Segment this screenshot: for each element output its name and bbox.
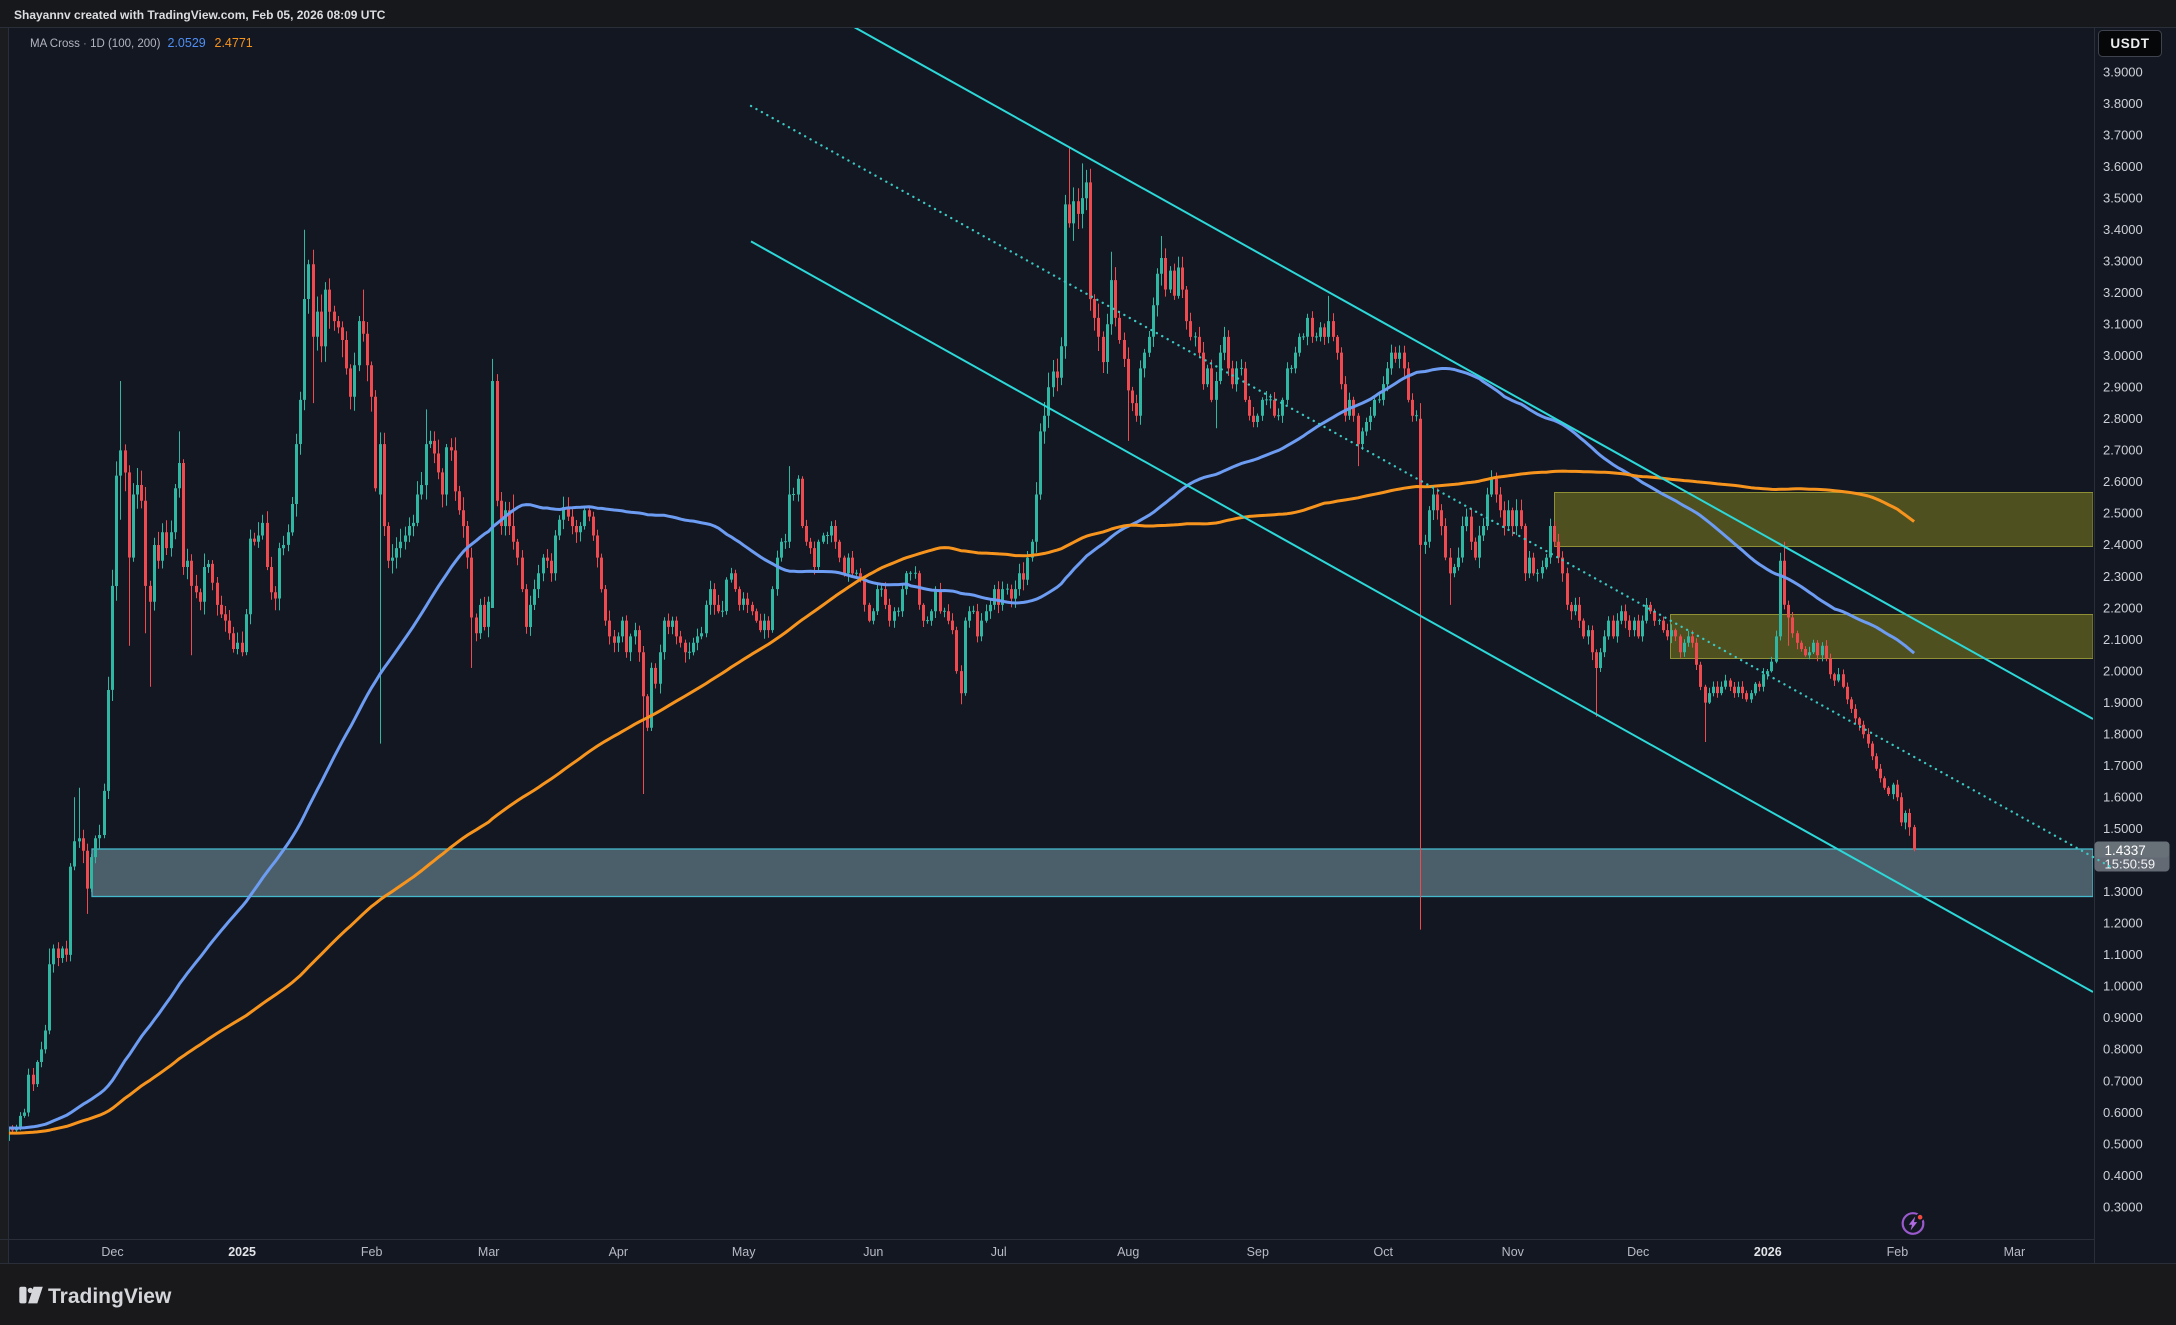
svg-text:Mar: Mar [478,1245,500,1259]
svg-text:Feb: Feb [361,1245,383,1259]
svg-text:1.1000: 1.1000 [2103,947,2143,962]
svg-text:3.9000: 3.9000 [2103,64,2143,79]
svg-text:15:50:59: 15:50:59 [2105,857,2156,872]
svg-text:Dec: Dec [1627,1245,1649,1259]
svg-text:0.8000: 0.8000 [2103,1042,2143,1057]
svg-text:1.2000: 1.2000 [2103,916,2143,931]
svg-text:Shayannv created with TradingV: Shayannv created with TradingView.com, F… [14,8,386,22]
svg-text:1.3000: 1.3000 [2103,884,2143,899]
svg-text:Aug: Aug [1117,1245,1139,1259]
svg-text:2.6000: 2.6000 [2103,474,2143,489]
svg-text:May: May [732,1245,756,1259]
svg-text:0.9000: 0.9000 [2103,1010,2143,1025]
svg-text:2.1000: 2.1000 [2103,632,2143,647]
svg-text:2.5000: 2.5000 [2103,506,2143,521]
svg-text:Sep: Sep [1247,1245,1269,1259]
svg-text:3.8000: 3.8000 [2103,96,2143,111]
svg-text:Dec: Dec [101,1245,123,1259]
svg-text:2025: 2025 [228,1245,256,1259]
svg-text:2.3000: 2.3000 [2103,569,2143,584]
svg-text:1.0000: 1.0000 [2103,979,2143,994]
svg-text:1.4337: 1.4337 [2105,843,2146,858]
svg-text:USDT: USDT [2110,36,2149,51]
svg-text:0.5000: 0.5000 [2103,1136,2143,1151]
svg-text:1.5000: 1.5000 [2103,821,2143,836]
svg-text:0.7000: 0.7000 [2103,1073,2143,1088]
svg-text:1.6000: 1.6000 [2103,790,2143,805]
svg-text:Nov: Nov [1502,1245,1525,1259]
svg-text:0.6000: 0.6000 [2103,1105,2143,1120]
svg-text:1.7000: 1.7000 [2103,758,2143,773]
svg-text:2.0000: 2.0000 [2103,663,2143,678]
svg-text:3.3000: 3.3000 [2103,254,2143,269]
svg-text:0.4000: 0.4000 [2103,1168,2143,1183]
svg-text:MA Cross · 1D (100, 200)2.0529: MA Cross · 1D (100, 200) 2.0529 2.4771 [30,36,253,50]
svg-text:2.2000: 2.2000 [2103,600,2143,615]
svg-text:3.6000: 3.6000 [2103,159,2143,174]
svg-text:3.1000: 3.1000 [2103,317,2143,332]
svg-text:2.7000: 2.7000 [2103,443,2143,458]
svg-text:Mar: Mar [2004,1245,2026,1259]
svg-text:3.7000: 3.7000 [2103,127,2143,142]
svg-text:2026: 2026 [1754,1245,1782,1259]
svg-text:Apr: Apr [609,1245,628,1259]
svg-text:1.9000: 1.9000 [2103,695,2143,710]
svg-text:Oct: Oct [1373,1245,1393,1259]
svg-text:2.4000: 2.4000 [2103,537,2143,552]
svg-text:3.2000: 3.2000 [2103,285,2143,300]
svg-text:3.5000: 3.5000 [2103,190,2143,205]
svg-text:TradingView: TradingView [48,1285,172,1308]
svg-text:3.0000: 3.0000 [2103,348,2143,363]
svg-text:Feb: Feb [1887,1245,1909,1259]
svg-text:1.8000: 1.8000 [2103,726,2143,741]
svg-text:Jul: Jul [991,1245,1007,1259]
svg-text:Jun: Jun [863,1245,883,1259]
svg-text:2.9000: 2.9000 [2103,380,2143,395]
svg-text:2.8000: 2.8000 [2103,411,2143,426]
svg-text:3.4000: 3.4000 [2103,222,2143,237]
svg-text:0.3000: 0.3000 [2103,1199,2143,1214]
